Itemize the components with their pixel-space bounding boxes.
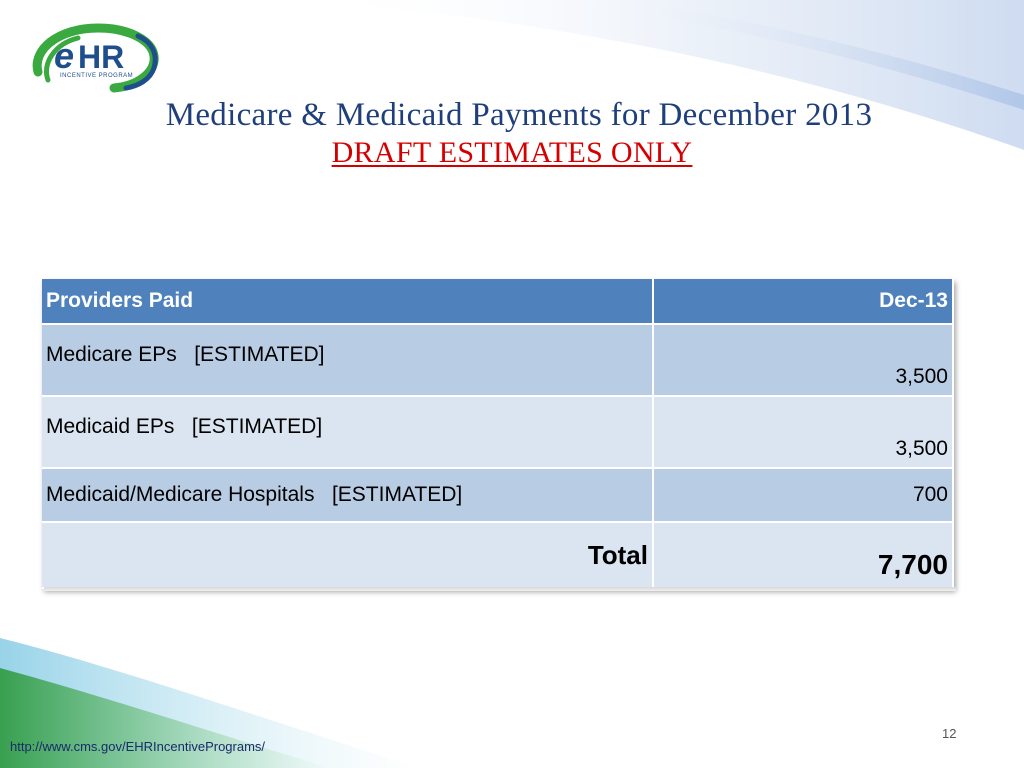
row-label: Medicare EPs [ESTIMATED] — [42, 324, 654, 397]
row-label: Medicaid EPs [ESTIMATED] — [42, 396, 654, 469]
draft-notice: DRAFT ESTIMATES ONLY — [331, 136, 693, 169]
source-url-link[interactable]: http://www.cms.gov/EHRIncentivePrograms/ — [10, 739, 266, 754]
table-row: Medicare EPs [ESTIMATED] 3,500 — [42, 324, 954, 397]
column-header-period: Dec-13 — [653, 279, 954, 325]
svg-text:e: e — [54, 35, 74, 76]
title-line: Medicare & Medicaid Payments for Decembe… — [165, 97, 873, 133]
divider — [44, 587, 956, 591]
total-row: Total 7,700 — [42, 522, 954, 589]
top-decorative-swoosh — [300, 0, 1024, 150]
row-value: 3,500 — [653, 324, 954, 397]
total-value: 7,700 — [653, 522, 954, 589]
payments-table: Providers Paid Dec-13 Medicare EPs [ESTI… — [42, 279, 954, 589]
svg-text:HR: HR — [78, 39, 124, 75]
ehr-logo: e HR — [28, 22, 160, 96]
slide-title: Medicare & Medicaid Payments for Decembe… — [0, 97, 1024, 171]
row-label: Medicaid/Medicare Hospitals [ESTIMATED] — [42, 468, 654, 523]
row-value: 700 — [653, 468, 954, 523]
table-header-row: Providers Paid Dec-13 — [42, 279, 954, 325]
page-number: 12 — [942, 726, 957, 741]
row-value: 3,500 — [653, 396, 954, 469]
logo-subtitle: INCENTIVE PROGRAM — [60, 73, 134, 79]
total-label: Total — [42, 522, 654, 589]
column-header-providers: Providers Paid — [42, 279, 654, 325]
table-row: Medicaid/Medicare Hospitals [ESTIMATED] … — [42, 468, 954, 523]
bottom-decorative-swoosh — [0, 638, 420, 768]
table-row: Medicaid EPs [ESTIMATED] 3,500 — [42, 396, 954, 469]
